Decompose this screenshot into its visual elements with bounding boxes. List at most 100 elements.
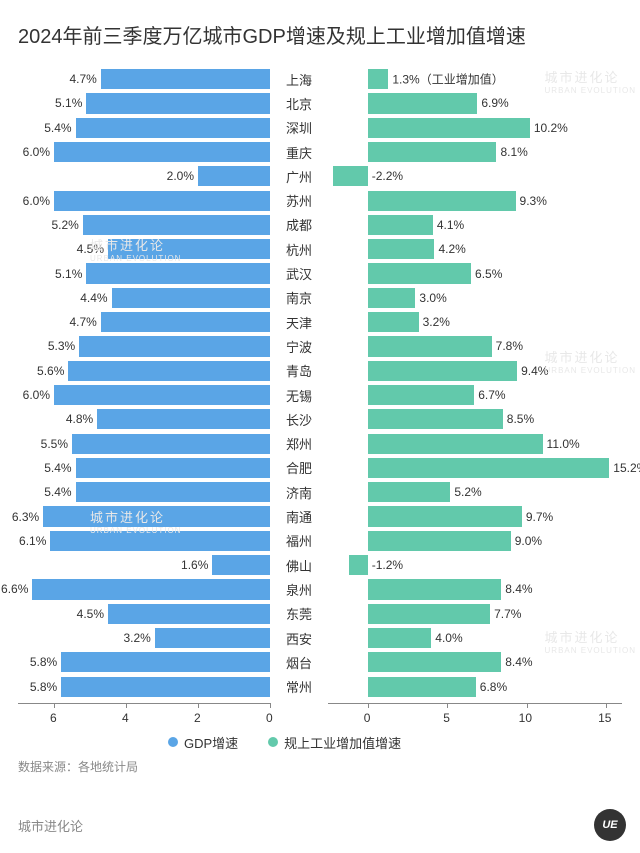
industry-label: 4.1% (437, 218, 464, 232)
city-label: 泉州 (270, 580, 328, 599)
axis-tick-label: 10 (519, 711, 532, 725)
industry-bar (333, 166, 368, 186)
industry-bar (368, 191, 516, 211)
gdp-bar (50, 531, 270, 551)
data-row: 6.0%重庆8.1% (18, 140, 622, 164)
industry-label: 4.2% (438, 242, 465, 256)
gdp-label: 1.6% (181, 558, 208, 572)
gdp-label: 6.0% (23, 145, 50, 159)
gdp-label: 5.3% (48, 339, 75, 353)
chart-title: 2024年前三季度万亿城市GDP增速及规上工业增加值增速 (18, 20, 622, 49)
industry-bar (368, 506, 522, 526)
industry-label: 8.4% (505, 655, 532, 669)
industry-bar (368, 579, 501, 599)
gdp-bar (101, 69, 270, 89)
industry-label: 8.5% (507, 412, 534, 426)
gdp-label: 6.3% (12, 510, 39, 524)
data-row: 5.2% 成都 4.1% (18, 213, 622, 237)
gdp-bar (101, 312, 270, 332)
industry-bar (368, 361, 517, 381)
gdp-label: 4.5% (77, 607, 104, 621)
gdp-bar (86, 93, 270, 113)
gdp-label: 5.5% (41, 437, 68, 451)
industry-label: 9.3% (520, 194, 547, 208)
gdp-label: 6.6% (1, 582, 28, 596)
legend-dot (268, 737, 278, 747)
gdp-label: 5.1% (55, 96, 82, 110)
gdp-label: 6.1% (19, 534, 46, 548)
legend-dot (168, 737, 178, 747)
data-source: 数据来源：各地统计局 (18, 758, 138, 775)
legend-label: GDP增速 (184, 733, 238, 752)
city-label: 苏州 (270, 191, 328, 210)
industry-label: 8.1% (500, 145, 527, 159)
industry-bar (368, 677, 476, 697)
gdp-label: 5.8% (30, 680, 57, 694)
data-row: 5.1%武汉6.5% (18, 261, 622, 285)
industry-label: 8.4% (505, 582, 532, 596)
city-label: 南京 (270, 288, 328, 307)
city-label: 北京 (270, 94, 328, 113)
industry-label: 9.4% (521, 364, 548, 378)
data-row: 4.4%南京3.0% (18, 286, 622, 310)
legend-item-industry: 规上工业增加值增速 (268, 733, 401, 752)
gdp-label: 5.4% (44, 121, 71, 135)
city-label: 佛山 (270, 556, 328, 575)
city-label: 青岛 (270, 361, 328, 380)
industry-label: 6.7% (478, 388, 505, 402)
gdp-label: 6.0% (23, 388, 50, 402)
city-label: 西安 (270, 629, 328, 648)
city-label: 成都 (270, 215, 328, 234)
city-label: 杭州 (270, 240, 328, 259)
industry-label: -1.2% (372, 558, 403, 572)
industry-bar (368, 312, 419, 332)
city-label: 济南 (270, 483, 328, 502)
gdp-label: 2.0% (167, 169, 194, 183)
industry-bar (368, 604, 490, 624)
industry-bar (368, 288, 416, 308)
data-row: 5.1% 北京 6.9% (18, 91, 622, 115)
industry-bar (368, 434, 543, 454)
data-row: 5.6%青岛9.4% (18, 359, 622, 383)
city-label: 上海 (270, 70, 328, 89)
industry-bar (368, 93, 478, 113)
gdp-label: 6.0% (23, 194, 50, 208)
city-label: 武汉 (270, 264, 328, 283)
data-row: 5.8%烟台8.4% (18, 650, 622, 674)
gdp-label: 4.7% (69, 315, 96, 329)
industry-bar (368, 458, 610, 478)
gdp-bar (97, 409, 270, 429)
industry-bar (368, 215, 433, 235)
data-row: 4.5% 杭州 4.2% (18, 237, 622, 261)
gdp-bar (86, 263, 270, 283)
gdp-label: 5.2% (51, 218, 78, 232)
industry-bar (368, 263, 471, 283)
data-row: 6.0% 苏州 9.3% (18, 189, 622, 213)
axis-tick-label: 2 (194, 711, 201, 725)
city-label: 深圳 (270, 118, 328, 137)
industry-bar (368, 336, 492, 356)
city-label: 常州 (270, 677, 328, 696)
industry-label: 5.2% (454, 485, 481, 499)
industry-label: -2.2% (372, 169, 403, 183)
brand-name: 城市进化论 (18, 816, 83, 835)
industry-label: 11.0% (547, 437, 580, 451)
data-row: 6.1%福州9.0% (18, 529, 622, 553)
gdp-bar (76, 118, 270, 138)
data-row: 3.2%西安4.0% (18, 626, 622, 650)
axis-tick-label: 6 (50, 711, 57, 725)
data-row: 1.6% 佛山 -1.2% (18, 553, 622, 577)
brand-logo: UE (594, 809, 626, 841)
industry-bar (368, 69, 389, 89)
data-row: 5.3%宁波7.8% (18, 334, 622, 358)
axis-tick-label: 5 (443, 711, 450, 725)
city-label: 福州 (270, 531, 328, 550)
gdp-bar (32, 579, 270, 599)
gdp-label: 4.5% (77, 242, 104, 256)
industry-bar (368, 118, 530, 138)
industry-label: 6.9% (481, 96, 508, 110)
gdp-bar (54, 191, 270, 211)
industry-label: 15.2% (613, 461, 640, 475)
gdp-bar (43, 506, 270, 526)
city-label: 无锡 (270, 386, 328, 405)
